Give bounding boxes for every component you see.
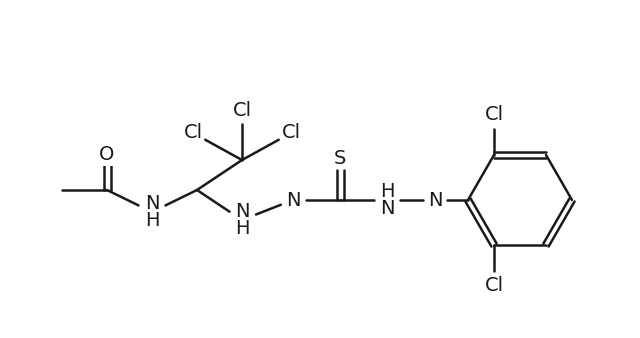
Text: Cl: Cl [184,123,203,143]
Text: Cl: Cl [232,100,252,120]
Text: S: S [334,148,346,168]
Text: Cl: Cl [282,123,301,143]
Text: N
H: N H [235,202,249,238]
Text: Cl: Cl [484,275,504,294]
Text: N: N [285,191,300,210]
Text: H
N: H N [380,182,394,218]
Text: N
H: N H [145,194,159,230]
Text: Cl: Cl [484,105,504,124]
Text: O: O [99,145,115,165]
Text: N: N [428,191,442,210]
